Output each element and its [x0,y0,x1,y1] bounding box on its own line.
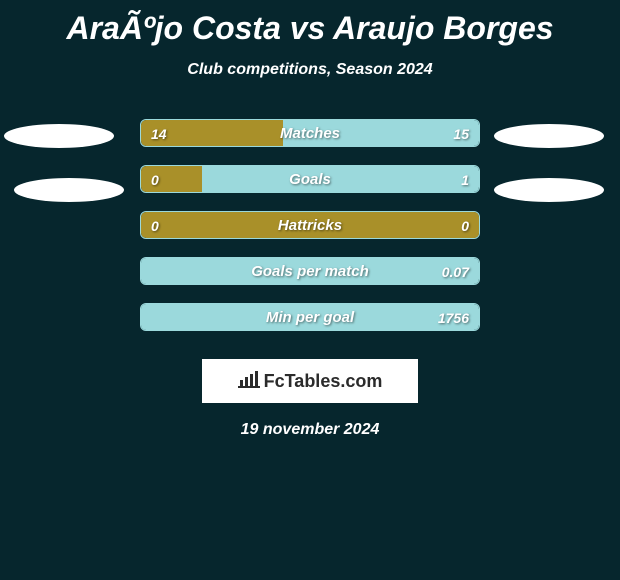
metrics-container: Matches1415Goals01Hattricks00Goals per m… [0,119,620,349]
metric-label: Goals [141,166,479,193]
metric-row: Goals per match0.07 [0,257,620,303]
brand-text: FcTables.com [264,371,383,392]
metric-bar: Goals per match0.07 [140,257,480,285]
decorative-ellipse [494,178,604,202]
metric-value-right: 15 [453,120,469,147]
metric-value-right: 1 [461,166,469,193]
metric-label: Min per goal [141,304,479,331]
metric-bar: Hattricks0 0 [140,211,480,239]
metric-value-left: 0 [151,212,159,239]
date-text: 19 november 2024 [0,421,620,439]
metric-bar: Matches14 15 [140,119,480,147]
brand-logo-box: FcTables.com [202,359,418,403]
metric-row: Min per goal1756 [0,303,620,349]
metric-bar: Min per goal1756 [140,303,480,331]
metric-label: Goals per match [141,258,479,285]
decorative-ellipse [14,178,124,202]
metric-value-right: 1756 [438,304,469,331]
page-subtitle: Club competitions, Season 2024 [0,61,620,79]
decorative-ellipse [4,124,114,148]
metric-value-right: 0 [461,212,469,239]
metric-value-left: 0 [151,166,159,193]
metric-label: Matches [141,120,479,147]
decorative-ellipse [494,124,604,148]
metric-value-right: 0.07 [442,258,469,285]
metric-label: Hattricks [141,212,479,239]
chart-icon [238,370,260,393]
metric-bar: Goals0 1 [140,165,480,193]
page-title: AraÃºjo Costa vs Araujo Borges [0,0,620,47]
brand-logo: FcTables.com [238,370,383,393]
metric-value-left: 14 [151,120,167,147]
metric-row: Hattricks0 0 [0,211,620,257]
